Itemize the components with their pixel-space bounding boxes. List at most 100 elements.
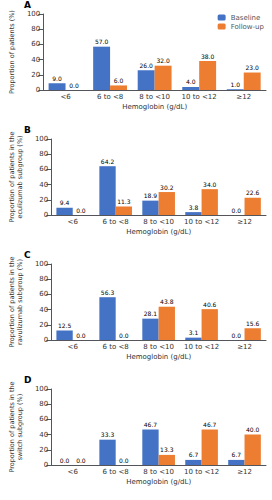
svg-text:0: 0 xyxy=(44,461,48,469)
svg-text:30.2: 30.2 xyxy=(160,184,174,191)
svg-text:10 to <12: 10 to <12 xyxy=(184,468,219,476)
svg-text:64.2: 64.2 xyxy=(101,158,115,165)
svg-text:38.0: 38.0 xyxy=(201,53,215,60)
svg-text:40: 40 xyxy=(39,306,48,314)
svg-text:100: 100 xyxy=(35,260,48,268)
svg-text:0: 0 xyxy=(36,86,40,94)
svg-text:10 to <12: 10 to <12 xyxy=(182,93,217,101)
svg-text:0.0: 0.0 xyxy=(60,457,70,464)
svg-text:0.0: 0.0 xyxy=(232,207,242,214)
svg-text:43.8: 43.8 xyxy=(160,298,174,305)
svg-text:23.0: 23.0 xyxy=(246,64,260,71)
svg-text:40: 40 xyxy=(39,181,48,189)
svg-text:<6: <6 xyxy=(60,93,71,101)
svg-text:0.0: 0.0 xyxy=(76,207,86,214)
svg-text:B: B xyxy=(24,125,31,135)
svg-text:26.0: 26.0 xyxy=(139,62,153,69)
svg-text:20: 20 xyxy=(39,321,48,329)
svg-text:13.3: 13.3 xyxy=(160,446,174,453)
svg-text:15.6: 15.6 xyxy=(246,320,260,327)
svg-text:6.0: 6.0 xyxy=(114,77,124,84)
svg-text:0: 0 xyxy=(44,211,48,219)
svg-text:57.0: 57.0 xyxy=(95,38,109,45)
svg-text:8 to <10: 8 to <10 xyxy=(143,343,174,351)
svg-text:Proportion of patients (%): Proportion of patients (%) xyxy=(8,10,16,94)
svg-text:0: 0 xyxy=(44,336,48,344)
svg-text:0.0: 0.0 xyxy=(232,332,242,339)
svg-text:40: 40 xyxy=(39,431,48,439)
svg-text:A: A xyxy=(24,0,31,10)
svg-text:34.0: 34.0 xyxy=(203,181,217,188)
svg-text:Baseline: Baseline xyxy=(231,14,261,22)
svg-text:<6: <6 xyxy=(68,468,79,476)
svg-text:0.0: 0.0 xyxy=(119,457,129,464)
svg-text:Proportion of patients in the: Proportion of patients in the xyxy=(8,381,16,472)
svg-text:Follow-up: Follow-up xyxy=(231,23,265,31)
svg-text:20: 20 xyxy=(39,446,48,454)
svg-text:60: 60 xyxy=(39,290,48,298)
svg-text:28.1: 28.1 xyxy=(144,310,158,317)
svg-text:80: 80 xyxy=(39,150,48,158)
svg-text:12.5: 12.5 xyxy=(58,322,72,329)
svg-text:Hemoglobin (g/dL): Hemoglobin (g/dL) xyxy=(126,353,191,361)
svg-text:80: 80 xyxy=(39,400,48,408)
svg-text:Hemoglobin (g/dL): Hemoglobin (g/dL) xyxy=(126,478,191,486)
svg-text:20: 20 xyxy=(39,196,48,204)
svg-text:6 to <8: 6 to <8 xyxy=(103,218,129,226)
svg-text:80: 80 xyxy=(39,275,48,283)
svg-text:D: D xyxy=(24,375,31,385)
svg-text:3.1: 3.1 xyxy=(189,329,199,336)
svg-text:22.6: 22.6 xyxy=(246,189,260,196)
svg-text:100: 100 xyxy=(27,10,40,18)
svg-text:40.0: 40.0 xyxy=(246,426,260,433)
svg-text:0.0: 0.0 xyxy=(69,82,79,89)
svg-text:40: 40 xyxy=(31,56,40,64)
svg-text:Proportion of patients in the: Proportion of patients in the xyxy=(8,131,16,222)
svg-text:0.0: 0.0 xyxy=(119,332,129,339)
svg-text:80: 80 xyxy=(31,25,40,33)
svg-text:0.0: 0.0 xyxy=(76,457,86,464)
svg-text:11.3: 11.3 xyxy=(117,198,131,205)
svg-text:60: 60 xyxy=(39,165,48,173)
svg-text:4.0: 4.0 xyxy=(186,78,196,85)
svg-text:33.3: 33.3 xyxy=(101,431,115,438)
svg-text:≥12: ≥12 xyxy=(236,93,251,101)
svg-text:Proportion of patients in the: Proportion of patients in the xyxy=(8,256,16,347)
svg-text:Hemoglobin (g/dL): Hemoglobin (g/dL) xyxy=(126,228,191,236)
svg-text:C: C xyxy=(24,250,31,260)
svg-text:≥12: ≥12 xyxy=(237,343,252,351)
svg-text:6.7: 6.7 xyxy=(189,451,199,458)
svg-text:ravulizumab subgroup (%): ravulizumab subgroup (%) xyxy=(16,259,24,345)
svg-text:8 to <10: 8 to <10 xyxy=(143,218,174,226)
svg-text:100: 100 xyxy=(35,385,48,393)
svg-text:<6: <6 xyxy=(68,343,79,351)
svg-text:0.0: 0.0 xyxy=(76,332,86,339)
svg-text:switch subgroup (%): switch subgroup (%) xyxy=(16,394,24,461)
svg-text:60: 60 xyxy=(31,40,40,48)
svg-text:9.0: 9.0 xyxy=(52,75,62,82)
svg-text:6 to <8: 6 to <8 xyxy=(97,93,123,101)
svg-text:60: 60 xyxy=(39,415,48,423)
svg-text:6 to <8: 6 to <8 xyxy=(103,468,129,476)
svg-text:100: 100 xyxy=(35,135,48,143)
svg-text:≥12: ≥12 xyxy=(237,218,252,226)
svg-text:46.7: 46.7 xyxy=(203,421,217,428)
svg-text:20: 20 xyxy=(31,71,40,79)
svg-text:8 to <10: 8 to <10 xyxy=(139,93,170,101)
svg-text:eculizumab subgroup (%): eculizumab subgroup (%) xyxy=(16,135,24,218)
svg-text:10 to <12: 10 to <12 xyxy=(184,343,219,351)
svg-text:≥12: ≥12 xyxy=(237,468,252,476)
svg-text:Hemoglobin (g/dL): Hemoglobin (g/dL) xyxy=(122,103,187,111)
svg-text:46.7: 46.7 xyxy=(144,421,158,428)
svg-text:1.0: 1.0 xyxy=(230,81,240,88)
svg-text:6.7: 6.7 xyxy=(232,451,242,458)
svg-text:18.9: 18.9 xyxy=(144,192,158,199)
svg-text:10 to <12: 10 to <12 xyxy=(184,218,219,226)
svg-text:56.3: 56.3 xyxy=(101,289,115,296)
svg-text:32.0: 32.0 xyxy=(156,57,170,64)
svg-text:8 to <10: 8 to <10 xyxy=(143,468,174,476)
svg-text:6 to <8: 6 to <8 xyxy=(103,343,129,351)
svg-text:40.6: 40.6 xyxy=(203,301,217,308)
svg-text:<6: <6 xyxy=(68,218,79,226)
svg-text:3.8: 3.8 xyxy=(189,204,199,211)
